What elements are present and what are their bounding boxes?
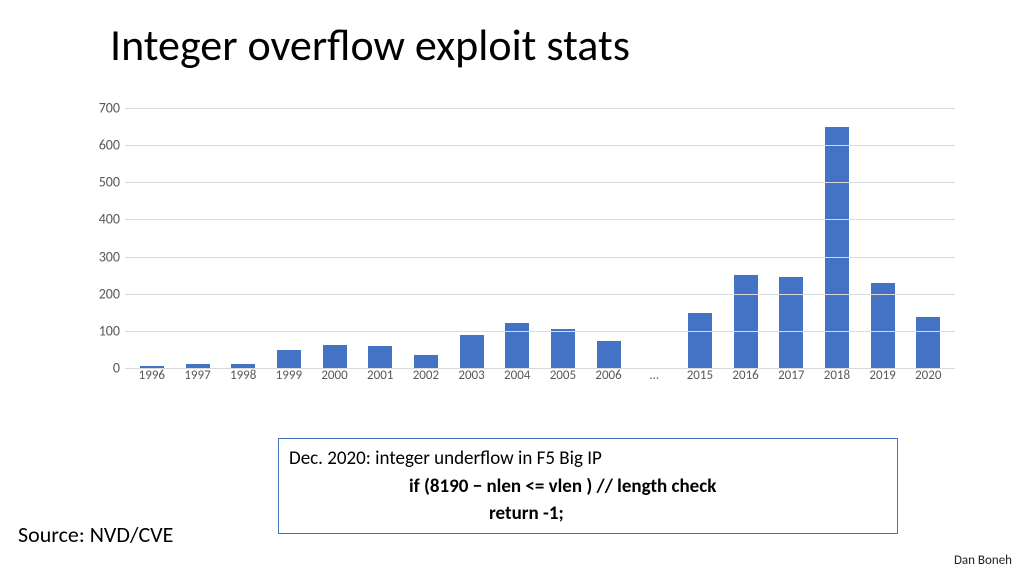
x-tick-label: 2018 [814, 368, 860, 383]
bar [916, 317, 940, 368]
y-tick-label: 500 [90, 174, 120, 191]
bar [825, 127, 849, 368]
author-label: Dan Boneh [954, 553, 1012, 568]
x-tick-label: 1996 [129, 368, 175, 383]
y-tick-label: 600 [90, 137, 120, 154]
bar-slot [494, 108, 540, 368]
bar-slot [312, 108, 358, 368]
grid-line [125, 108, 955, 109]
source-label: Source: NVD/CVE [18, 521, 173, 548]
bar [779, 277, 803, 368]
x-tick-label: 2006 [586, 368, 632, 383]
bar [688, 313, 712, 368]
bar [551, 329, 575, 368]
bar-slot [723, 108, 769, 368]
y-tick-label: 200 [90, 285, 120, 302]
bar [277, 350, 301, 368]
x-tick-label: … [631, 368, 677, 383]
y-tick-label: 0 [90, 360, 120, 377]
bar-slot [266, 108, 312, 368]
bar [460, 335, 484, 368]
x-tick-label: 1999 [266, 368, 312, 383]
bar-slot [814, 108, 860, 368]
x-tick-label: 2002 [403, 368, 449, 383]
x-tick-label: 2015 [677, 368, 723, 383]
grid-line [125, 145, 955, 146]
grid-line [125, 219, 955, 220]
x-tick-label: 2017 [768, 368, 814, 383]
bar-slot [860, 108, 906, 368]
bar-slot [403, 108, 449, 368]
bar [414, 355, 438, 368]
grid-line [125, 294, 955, 295]
bar-slot [768, 108, 814, 368]
slide: Integer overflow exploit stats 199619971… [0, 0, 1024, 576]
bar-slot [220, 108, 266, 368]
grid-line [125, 182, 955, 183]
bar-slot [905, 108, 951, 368]
y-tick-label: 400 [90, 211, 120, 228]
x-tick-label: 2000 [312, 368, 358, 383]
bar [734, 275, 758, 368]
bar-slot [449, 108, 495, 368]
bar-slot [677, 108, 723, 368]
x-tick-label: 2016 [723, 368, 769, 383]
chart-plot [125, 108, 955, 368]
bars-container [125, 108, 955, 368]
note-box: Dec. 2020: integer underflow in F5 Big I… [278, 438, 898, 534]
x-tick-label: 2005 [540, 368, 586, 383]
x-tick-label: 2020 [905, 368, 951, 383]
x-tick-label: 2001 [357, 368, 403, 383]
bar-slot [540, 108, 586, 368]
bar [597, 341, 621, 368]
grid-line [125, 331, 955, 332]
note-code-line-1: if (8190 − nlen <= vlen ) // length chec… [409, 473, 887, 501]
bar-slot [129, 108, 175, 368]
y-tick-label: 300 [90, 248, 120, 265]
x-tick-label: 2019 [860, 368, 906, 383]
note-code-line-2: return -1; [489, 500, 887, 528]
bar [323, 345, 347, 368]
slide-title: Integer overflow exploit stats [110, 18, 630, 72]
bar-chart: 1996199719981999200020012002200320042005… [85, 108, 955, 388]
bar [368, 346, 392, 368]
y-tick-label: 700 [90, 100, 120, 117]
x-tick-label: 2003 [449, 368, 495, 383]
bar-slot [357, 108, 403, 368]
y-tick-label: 100 [90, 322, 120, 339]
note-line-1: Dec. 2020: integer underflow in F5 Big I… [289, 445, 887, 473]
x-tick-label: 2004 [494, 368, 540, 383]
x-tick-label: 1997 [175, 368, 221, 383]
bar [871, 283, 895, 368]
x-tick-label: 1998 [220, 368, 266, 383]
grid-line [125, 257, 955, 258]
bar-slot [586, 108, 632, 368]
x-axis-labels: 1996199719981999200020012002200320042005… [125, 368, 955, 383]
bar-slot [175, 108, 221, 368]
bar-slot [631, 108, 677, 368]
